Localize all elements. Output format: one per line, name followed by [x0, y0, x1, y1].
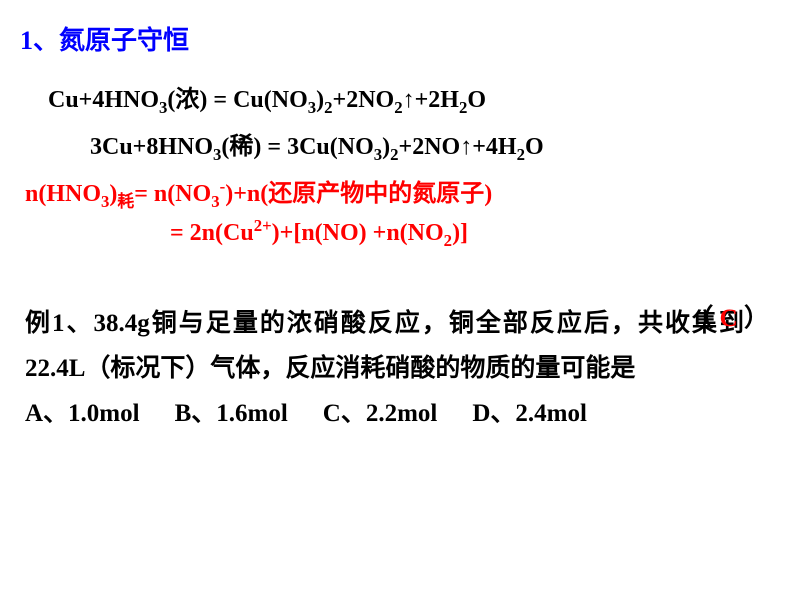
section-title: 1、氮原子守恒	[20, 20, 774, 57]
option-b: B、1.6mol	[175, 400, 288, 427]
option-a: A、1.0mol	[25, 400, 140, 427]
equation-3: n(HNO3)耗= n(NO3-)+n(还原产物中的氮原子)	[20, 173, 774, 208]
equation-1: Cu+4HNO3(浓) = Cu(NO3)2+2NO2↑+2H2O	[20, 79, 774, 114]
question-block: 例1、38.4g铜与足量的浓硝酸反应，铜全部反应后，共收集到22.4L（标况下）…	[20, 302, 774, 391]
options-row: A、1.0mol B、1.6mol C、2.2mol D、2.4mol	[20, 393, 774, 429]
slide-content: 1、氮原子守恒 Cu+4HNO3(浓) = Cu(NO3)2+2NO2↑+2H2…	[0, 0, 794, 449]
answer-paren: （ C ）	[688, 297, 769, 342]
equation-2: 3Cu+8HNO3(稀) = 3Cu(NO3)2+2NO↑+4H2O	[20, 126, 774, 161]
option-d: D、2.4mol	[472, 400, 587, 427]
equation-4: = 2n(Cu2+)+[n(NO) +n(NO2)]	[20, 220, 774, 247]
answer-letter: C	[720, 305, 738, 332]
option-c: C、2.2mol	[323, 400, 438, 427]
question-text: 例1、38.4g铜与足量的浓硝酸反应，铜全部反应后，共收集到22.4L（标况下）…	[25, 310, 744, 382]
